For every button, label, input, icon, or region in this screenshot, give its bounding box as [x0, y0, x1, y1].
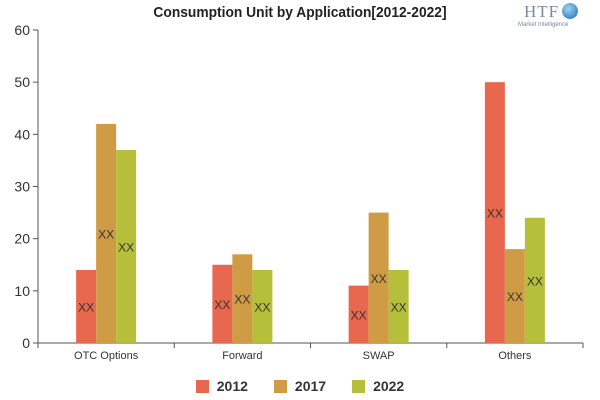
- data-label: XX: [507, 290, 523, 304]
- data-label: XX: [78, 300, 94, 314]
- globe-icon: [562, 3, 578, 19]
- bar-2012: [348, 285, 369, 343]
- y-tick-label: 10: [14, 283, 30, 299]
- brand-logo: HTF Market Intelligence: [516, 2, 586, 32]
- y-tick-label: 40: [14, 126, 30, 142]
- chart-title: Consumption Unit by Application[2012-202…: [153, 4, 447, 21]
- x-tick-label: OTC Options: [74, 350, 139, 362]
- bar-2022: [388, 269, 409, 343]
- data-label: XX: [371, 272, 387, 286]
- data-label: XX: [351, 308, 367, 322]
- chart-legend: 2012 2017 2022: [0, 378, 600, 394]
- logo-text: HTF: [524, 2, 560, 21]
- bar-2017: [96, 123, 117, 344]
- x-tick-label: Others: [498, 350, 532, 362]
- x-tick-label: SWAP: [363, 350, 395, 362]
- bar-2017: [232, 254, 253, 343]
- data-label: XX: [391, 300, 407, 314]
- legend-item-2017[interactable]: 2017: [273, 378, 327, 394]
- bar-2022: [524, 217, 545, 343]
- legend-swatch: [352, 379, 366, 393]
- x-tick-label: Forward: [222, 350, 262, 362]
- data-label: XX: [487, 207, 503, 221]
- bar-chart: 0 10 20 30 40 50 60 OTC Options XX XX XX Forward XX X…: [14, 22, 584, 362]
- bar-2017: [368, 212, 389, 343]
- legend-item-2022[interactable]: 2022: [352, 378, 404, 394]
- legend-label: 2022: [373, 378, 405, 394]
- legend-swatch: [195, 379, 209, 393]
- bar-2022: [116, 149, 137, 343]
- bar-2022: [252, 269, 273, 343]
- bar-2012: [76, 269, 97, 343]
- legend-label: 2012: [216, 378, 248, 394]
- data-label: XX: [214, 298, 230, 312]
- y-tick-label: 30: [14, 179, 30, 195]
- bar-2012: [484, 82, 505, 344]
- legend-item-2012[interactable]: 2012: [195, 378, 248, 394]
- y-tick-label: 50: [14, 74, 30, 90]
- bar-2017: [504, 249, 525, 343]
- y-tick-label: 0: [22, 335, 30, 351]
- data-label: XX: [234, 293, 250, 307]
- legend-swatch: [273, 379, 287, 393]
- legend-label: 2017: [294, 378, 327, 394]
- data-label: XX: [118, 240, 134, 254]
- data-label: XX: [254, 300, 270, 314]
- y-tick-label: 60: [14, 22, 30, 38]
- data-label: XX: [98, 227, 114, 241]
- bar-2012: [212, 264, 233, 343]
- data-label: XX: [527, 274, 543, 288]
- logo-subtext: Market Intelligence: [518, 22, 569, 28]
- y-tick-label: 20: [14, 231, 30, 247]
